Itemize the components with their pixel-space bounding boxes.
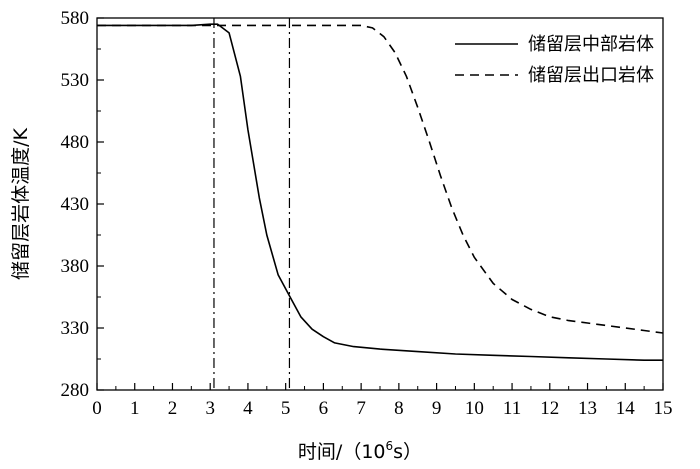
y-tick-label-580: 580 [61, 8, 90, 29]
x-tick-label-11: 11 [503, 398, 521, 419]
x-tick-label-9: 9 [432, 398, 442, 419]
y-tick-label-380: 380 [61, 256, 90, 277]
y-axis: 280 330 380 430 480 530 580 [61, 8, 104, 401]
y-tick-label-480: 480 [61, 132, 90, 153]
y-tick-label-280: 280 [61, 380, 90, 401]
y-axis-title: 储留层岩体温度/K [10, 128, 32, 280]
series-line-1 [97, 23, 663, 362]
x-tick-label-7: 7 [356, 398, 366, 419]
x-tick-label-13: 13 [578, 398, 597, 419]
x-tick-label-4: 4 [243, 398, 253, 419]
x-tick-label-1: 1 [130, 398, 140, 419]
x-tick-label-0: 0 [92, 398, 102, 419]
legend: 储留层中部岩体 储留层出口岩体 [455, 34, 654, 86]
y-tick-label-430: 430 [61, 194, 90, 215]
y-tick-label-330: 330 [61, 318, 90, 339]
x-tick-label-10: 10 [465, 398, 484, 419]
x-tick-label-8: 8 [394, 398, 404, 419]
x-axis-title: 时间/（106s） [298, 439, 422, 463]
x-tick-label-15: 15 [654, 398, 673, 419]
series-line-2 [97, 24, 664, 334]
x-tick-label-5: 5 [281, 398, 291, 419]
x-tick-label-12: 12 [540, 398, 559, 419]
x-tick-label-2: 2 [168, 398, 178, 419]
series-group [97, 23, 664, 362]
x-axis: 0 1 2 3 4 5 6 7 8 9 10 11 12 13 14 15 [92, 383, 673, 419]
x-tick-label-14: 14 [616, 398, 636, 419]
x-tick-label-3: 3 [205, 398, 215, 419]
y-tick-label-530: 530 [61, 70, 90, 91]
x-tick-label-6: 6 [319, 398, 329, 419]
legend-label-series-2: 储留层出口岩体 [528, 65, 654, 86]
legend-label-series-1: 储留层中部岩体 [528, 34, 654, 55]
reference-lines [213, 18, 291, 390]
